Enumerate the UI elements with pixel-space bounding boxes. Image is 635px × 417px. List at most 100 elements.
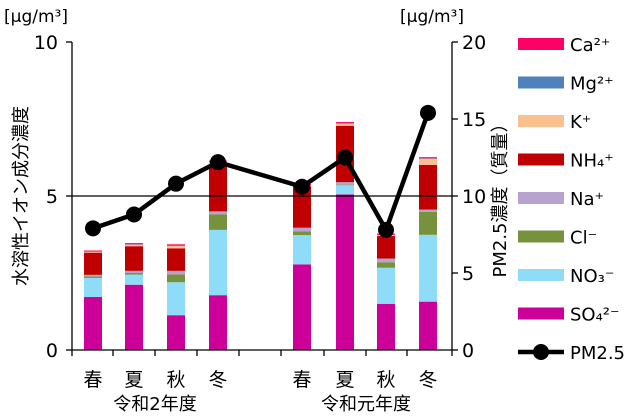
bar-segment-7-3 (377, 262, 395, 268)
right-axis-title: PM2.5濃度（質量） (490, 114, 511, 277)
bar-segment-8-6 (419, 158, 437, 165)
category-label: 秋 (166, 369, 185, 391)
left-tick-label: 5 (46, 186, 58, 208)
right-tick-label: 15 (462, 109, 486, 131)
bar-segment-8-3 (419, 211, 437, 235)
bar-segment-6-3 (336, 184, 354, 186)
left-tick-label: 10 (34, 32, 58, 54)
pm25-marker-2 (126, 206, 142, 223)
bar-segment-5-4 (293, 227, 311, 232)
bar-segment-3-4 (167, 270, 185, 275)
legend-label: NO₃⁻ (570, 266, 614, 287)
bars-layer (84, 122, 437, 350)
left-tick-label: 0 (46, 340, 58, 362)
bar-segment-4-4 (209, 211, 227, 215)
legend-swatch (518, 230, 564, 243)
axes: 0 5 10 0 5 10 15 20 [μg/m³] [μg/m³] 水溶性イオン成分濃度 PM2.… (4, 7, 511, 415)
category-label: 秋 (376, 369, 395, 391)
category-label: 冬 (418, 369, 437, 391)
legend-swatch (518, 269, 564, 281)
bar-segment-3-3 (167, 274, 185, 283)
right-unit-label: [μg/m³] (400, 7, 464, 27)
category-label: 春 (292, 369, 311, 391)
pm25-line (92, 112, 431, 233)
legend-swatch (518, 307, 564, 320)
bar-segment-5-3 (293, 231, 311, 236)
bar-segment-1-5 (84, 252, 102, 275)
right-tick-label: 10 (462, 186, 486, 208)
bar-segment-5-1 (293, 264, 311, 350)
bar-segment-2-1 (125, 284, 143, 350)
pm25-marker-3 (168, 175, 184, 192)
bar-segment-2-4 (125, 270, 143, 273)
bar-segment-2-6 (125, 244, 143, 247)
legend-label: Na⁺ (570, 189, 604, 210)
left-unit-label: [μg/m³] (4, 7, 68, 27)
group-label: 令和2年度 (113, 394, 196, 415)
pm25-marker-1 (85, 220, 101, 237)
pm25-marker-6 (337, 149, 353, 166)
category-label: 夏 (124, 369, 143, 391)
right-tick-label: 0 (462, 340, 474, 362)
bar-segment-1-1 (84, 297, 102, 350)
category-label: 冬 (208, 369, 227, 391)
legend-label: K⁺ (570, 112, 591, 133)
bar-segment-4-5 (209, 165, 227, 212)
bar-segment-4-3 (209, 214, 227, 230)
legend-swatch (518, 38, 564, 50)
legend-label: SO₄²⁻ (570, 305, 620, 326)
bar-segment-2-2 (125, 274, 143, 285)
left-axis-title: 水溶性イオン成分濃度 (11, 106, 32, 286)
bar-segment-2-3 (125, 273, 143, 275)
bar-segment-6-2 (336, 185, 354, 195)
legend-label: Ca²⁺ (570, 35, 610, 56)
bar-segment-4-2 (209, 229, 227, 296)
legend-label: NH₄⁺ (570, 151, 614, 172)
bar-segment-1-6 (84, 251, 102, 253)
right-tick-label: 5 (462, 263, 474, 285)
bar-segment-6-4 (336, 182, 354, 185)
bar-segment-3-2 (167, 282, 185, 316)
bar-segment-7-4 (377, 258, 395, 263)
bar-segment-1-2 (84, 277, 102, 298)
legend-swatch (518, 115, 564, 127)
bar-segment-1-4 (84, 274, 102, 277)
legend-label: PM2.5 (570, 343, 625, 364)
legend-swatch (518, 153, 564, 166)
bar-segment-1-3 (84, 276, 102, 278)
bar-segment-8-8 (419, 157, 437, 159)
pm25-marker-8 (420, 104, 436, 121)
pm25-line-layer (85, 104, 436, 238)
bar-segment-3-8 (167, 244, 185, 246)
legend-label: Cl⁻ (570, 228, 597, 249)
bar-segment-7-1 (377, 303, 395, 350)
bar-segment-8-4 (419, 209, 437, 212)
bar-segment-3-5 (167, 248, 185, 271)
group-label: 令和元年度 (321, 394, 411, 415)
bar-segment-8-1 (419, 301, 437, 350)
pm25-marker-4 (210, 154, 226, 171)
bar-segment-3-6 (167, 245, 185, 249)
bar-segment-7-5 (377, 236, 395, 259)
bar-segment-7-2 (377, 267, 395, 304)
category-label: 春 (83, 369, 102, 391)
bar-segment-5-2 (293, 235, 311, 265)
bar-segment-2-8 (125, 243, 143, 245)
legend-label: Mg²⁺ (570, 74, 614, 95)
bar-segment-8-2 (419, 234, 437, 302)
bar-segment-4-1 (209, 295, 227, 350)
category-label: 夏 (335, 369, 354, 391)
legend-swatch (518, 192, 564, 204)
pm25-marker-7 (378, 221, 394, 238)
bar-segment-3-1 (167, 315, 185, 350)
legend: Ca²⁺ Mg²⁺ K⁺ NH₄⁺ Na⁺ Cl⁻ NO₃⁻ SO₄²⁻ PM2.5 (518, 35, 625, 364)
legend-swatch (518, 76, 564, 89)
legend-marker (533, 344, 549, 360)
right-tick-label: 20 (462, 32, 486, 54)
bar-segment-8-5 (419, 164, 437, 210)
bar-segment-6-1 (336, 194, 354, 350)
pm25-marker-5 (294, 178, 310, 195)
bar-segment-6-6 (336, 123, 354, 126)
bar-segment-6-8 (336, 122, 354, 124)
